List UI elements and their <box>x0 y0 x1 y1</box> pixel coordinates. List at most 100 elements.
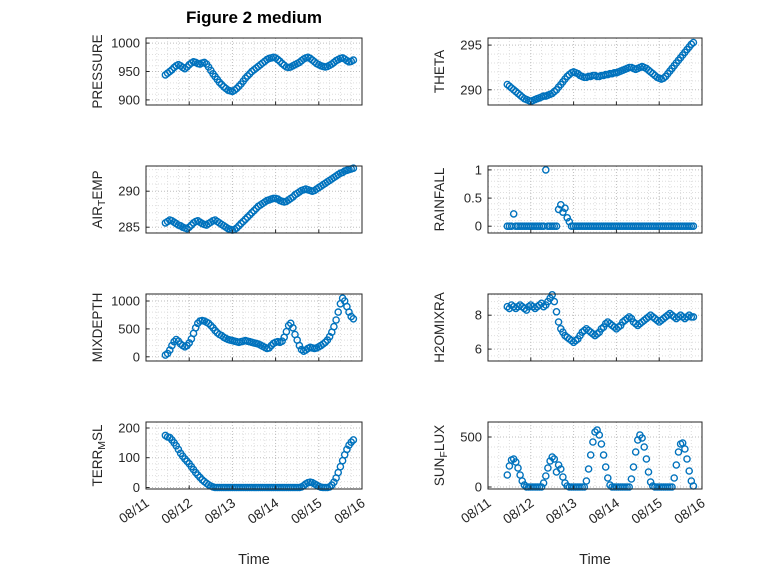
marker <box>559 208 567 216</box>
minor-grid <box>146 294 362 361</box>
marker <box>239 217 247 226</box>
y-axis-label: H2OMIXRA <box>432 292 447 363</box>
y-tick-label: 0.5 <box>464 191 482 206</box>
axes-box <box>487 293 703 362</box>
marker <box>343 445 351 454</box>
subplot-terr-msl: 0 100 200 TERRMSL 08/11 08/12 08/13 08/14 08/15 0… <box>90 421 368 527</box>
axes-box <box>145 165 363 234</box>
marker <box>542 472 550 480</box>
y-tick-label: 1000 <box>111 36 140 51</box>
marker <box>185 339 193 347</box>
data-points <box>161 164 358 234</box>
marker <box>557 465 565 473</box>
marker <box>174 445 183 454</box>
major-grid <box>488 166 702 233</box>
major-grid <box>488 294 702 361</box>
marker <box>646 478 655 486</box>
marker <box>509 210 518 218</box>
marker <box>334 308 343 316</box>
marker <box>627 475 636 483</box>
subplot-mixdepth: 0 500 1000 MIXDEPTH <box>90 293 363 364</box>
marker <box>542 166 550 174</box>
marker <box>659 74 668 82</box>
y-axis-label: THETA <box>432 50 447 93</box>
tick-marks <box>145 190 363 233</box>
y-tick-label: 0 <box>475 219 482 234</box>
tick-marks <box>487 314 703 361</box>
y-axis-label: TERRMSL <box>90 424 108 487</box>
axes-box <box>145 421 363 490</box>
marker <box>232 224 241 232</box>
marker <box>672 461 681 469</box>
marker <box>241 215 250 224</box>
marker <box>563 213 572 222</box>
subplot-theta: 290 295 THETA <box>432 37 703 106</box>
y-axis-label: MIXDEPTH <box>90 293 105 363</box>
marker <box>554 318 563 326</box>
marker <box>282 327 291 336</box>
marker <box>601 463 610 471</box>
marker <box>640 443 649 451</box>
marker <box>687 40 696 49</box>
marker <box>170 337 178 346</box>
marker <box>674 448 683 456</box>
y-tick-label: 6 <box>475 342 482 357</box>
data-points <box>161 294 358 359</box>
marker <box>232 84 241 93</box>
data-points <box>503 426 698 491</box>
subplot-air-temp: 285 290 AIRTEMP <box>90 164 363 235</box>
marker <box>505 462 514 470</box>
data-points <box>503 38 698 106</box>
major-grid <box>488 422 702 489</box>
y-tick-label: 1 <box>475 162 482 177</box>
marker <box>689 222 698 230</box>
y-tick-label: 200 <box>118 421 140 436</box>
y-tick-label: 500 <box>460 430 482 445</box>
marker <box>685 467 694 475</box>
marker <box>548 290 557 299</box>
marker <box>269 194 278 203</box>
x-tick-label: 08/16 <box>671 495 707 527</box>
tick-marks <box>145 427 363 489</box>
marker <box>518 477 527 485</box>
marker <box>599 451 608 459</box>
marker <box>689 313 698 321</box>
marker <box>204 319 213 328</box>
y-tick-label: 290 <box>118 184 140 199</box>
x-tick-label: 08/13 <box>543 495 579 527</box>
major-grid <box>488 38 702 105</box>
y-axis-label: SUNFLUX <box>432 425 450 486</box>
marker <box>550 297 559 306</box>
marker <box>681 445 689 453</box>
y-tick-label: 900 <box>118 92 140 107</box>
marker <box>503 471 512 479</box>
marker <box>595 431 604 439</box>
y-tick-label: 950 <box>118 64 140 79</box>
marker <box>625 63 634 72</box>
marker <box>217 80 226 89</box>
marker <box>631 448 640 456</box>
marker <box>243 72 252 80</box>
marker <box>278 337 286 346</box>
y-tick-label: 1000 <box>111 294 140 309</box>
marker <box>625 483 634 491</box>
x-axis-label-right: Time <box>579 552 611 568</box>
marker <box>544 464 552 472</box>
marker <box>582 477 591 485</box>
tick-marks <box>145 300 363 361</box>
marker <box>606 481 614 489</box>
y-tick-label: 0 <box>475 480 482 495</box>
y-tick-label: 295 <box>460 38 482 53</box>
y-tick-label: 290 <box>460 82 482 97</box>
minor-grid <box>146 166 362 233</box>
marker <box>683 455 691 463</box>
data-points <box>503 290 698 347</box>
y-tick-label: 500 <box>118 321 140 336</box>
marker <box>576 483 584 491</box>
marker <box>670 474 679 482</box>
y-axis-label: PRESSURE <box>90 34 105 108</box>
y-tick-label: 8 <box>475 308 482 323</box>
x-axis-label-left: Time <box>238 552 270 568</box>
x-tick-label: 08/11 <box>116 495 151 526</box>
